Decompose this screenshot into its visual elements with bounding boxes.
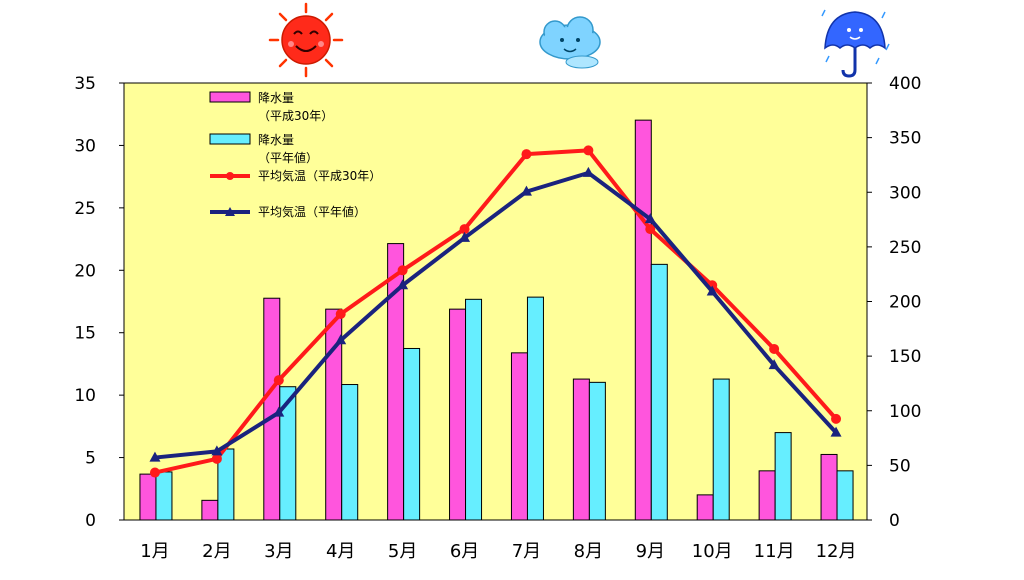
point-temp-2018 <box>583 145 594 156</box>
line-temp-normal <box>154 170 838 460</box>
bar-precip-2018 <box>758 470 776 521</box>
x-axis-tick-label: 1月 <box>140 541 169 562</box>
bar-precip-2018 <box>634 119 652 521</box>
bar-precip-normal <box>279 386 297 521</box>
line-series <box>149 145 842 478</box>
point-temp-normal <box>149 451 161 462</box>
point-temp-2018 <box>149 467 160 478</box>
x-axis-tick-label: 6月 <box>450 541 479 562</box>
legend-label: （平年値） <box>258 150 318 165</box>
right-axis-tick-label: 250 <box>889 238 921 258</box>
right-axis-tick-label: 350 <box>889 129 921 149</box>
x-axis-tick-label: 9月 <box>636 541 665 562</box>
bar-precip-normal <box>465 298 483 521</box>
left-axis-tick-label: 20 <box>74 261 96 281</box>
point-temp-normal <box>397 279 409 290</box>
x-axis-tick-label: 5月 <box>388 541 417 562</box>
right-axis-tick-label: 400 <box>889 74 921 94</box>
right-axis-tick-label: 150 <box>889 347 921 367</box>
x-axis-tick-label: 3月 <box>264 541 293 562</box>
point-temp-2018 <box>459 224 470 235</box>
right-axis-tick-label: 50 <box>889 456 911 476</box>
point-temp-normal <box>273 406 285 417</box>
line-temp-2018 <box>154 148 838 475</box>
point-temp-2018 <box>335 308 346 319</box>
bar-precip-normal <box>526 296 544 521</box>
bar-precip-normal <box>403 347 421 521</box>
x-axis-tick-label: 7月 <box>512 541 541 562</box>
plot-area <box>123 82 868 521</box>
legend: 降水量 （平成30年） 降水量 （平年値） 平均気温（平成30年） 平均気温（平年値） <box>209 91 381 219</box>
bar-precip-normal <box>774 432 792 521</box>
point-temp-normal <box>520 185 532 196</box>
bar-precip-normal <box>155 471 173 521</box>
bar-precip-2018 <box>572 378 590 521</box>
bar-precip-2018 <box>820 453 838 521</box>
left-axis-tick-label: 5 <box>85 449 96 469</box>
bar-precip-normal <box>341 384 359 521</box>
x-axis-tick-label: 10月 <box>692 541 733 562</box>
legend-label: （平成30年） <box>258 109 333 123</box>
right-axis-tick-label: 300 <box>889 183 921 203</box>
point-temp-normal <box>582 166 594 177</box>
legend-label: 平均気温（平年値） <box>258 204 366 219</box>
point-temp-2018 <box>211 453 222 464</box>
bar-precip-normal <box>588 381 606 521</box>
legend-label: 平均気温（平成30年） <box>258 168 381 183</box>
point-temp-normal <box>830 426 842 437</box>
x-axis: 1月 2月 3月 4月 5月 6月 7月 8月 9月 10月 11月 12月 <box>140 541 856 562</box>
bar-precip-normal <box>712 378 730 521</box>
bar-precip-normal <box>836 470 854 521</box>
bar-precip-2018 <box>263 297 281 521</box>
point-temp-2018 <box>769 343 780 354</box>
right-axis-tick-label: 0 <box>889 511 900 531</box>
point-temp-normal <box>335 334 347 345</box>
bar-precip-2018 <box>201 499 219 521</box>
point-temp-2018 <box>831 413 842 424</box>
legend-label: 降水量 <box>258 133 294 147</box>
cloud-face-icon <box>539 16 601 69</box>
point-temp-2018 <box>273 375 284 386</box>
x-axis-tick-label: 12月 <box>816 541 857 562</box>
left-axis-tick-label: 25 <box>74 199 96 219</box>
left-axis-tick-label: 10 <box>74 386 96 406</box>
legend-swatch <box>209 91 251 103</box>
left-axis: 0 5 10 15 20 25 30 35 <box>74 74 124 531</box>
point-temp-normal <box>706 285 718 296</box>
legend-label: 降水量 <box>258 91 294 105</box>
bar-precip-2018 <box>696 494 714 521</box>
right-axis-tick-label: 100 <box>889 402 921 422</box>
right-axis-tick-label: 200 <box>889 293 921 313</box>
x-axis-tick-label: 2月 <box>202 541 231 562</box>
bar-precip-normal <box>650 263 668 521</box>
umbrella-rain-icon <box>821 9 890 78</box>
right-axis: 0 50 100 150 200 250 300 350 400 <box>867 74 921 531</box>
bar-precip-2018 <box>139 473 157 521</box>
legend-marker <box>226 172 234 180</box>
point-temp-2018 <box>397 265 408 276</box>
left-axis-tick-label: 15 <box>74 324 96 344</box>
point-temp-normal <box>644 213 656 224</box>
x-axis-tick-label: 4月 <box>326 541 355 562</box>
point-temp-normal <box>768 359 780 370</box>
bar-precip-2018 <box>449 308 467 521</box>
legend-marker <box>225 207 235 216</box>
point-temp-2018 <box>521 149 532 160</box>
bar-precip-2018 <box>510 352 528 521</box>
point-temp-normal <box>211 445 223 456</box>
legend-swatch <box>209 133 251 145</box>
point-temp-2018 <box>645 224 656 235</box>
x-axis-tick-label: 8月 <box>574 541 603 562</box>
left-axis-tick-label: 35 <box>74 74 96 94</box>
point-temp-normal <box>459 231 471 242</box>
left-axis-tick-label: 30 <box>74 136 96 156</box>
sun-face-icon <box>268 2 344 78</box>
left-axis-tick-label: 0 <box>85 511 96 531</box>
x-axis-tick-label: 11月 <box>754 541 795 562</box>
